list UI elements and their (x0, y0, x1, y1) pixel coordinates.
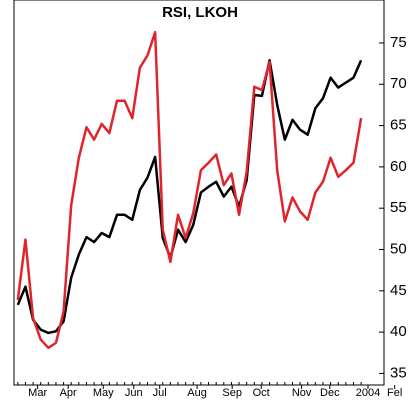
x-tick-label: 2004 (356, 387, 380, 399)
plot-frame (13, 0, 385, 386)
y-tick-label: 65 (390, 117, 407, 134)
series-line (16, 59, 363, 335)
x-tick-label: Sep (222, 387, 242, 399)
x-tick-label: Jul (153, 387, 167, 399)
y-tick-label: 35 (390, 364, 407, 381)
x-tick-label: May (93, 387, 114, 399)
x-tick-label: Mar (28, 387, 47, 399)
y-tick-label: 70 (390, 75, 407, 92)
x-tick-label: Oct (253, 387, 270, 399)
x-tick-label: Aug (187, 387, 207, 399)
series-line (16, 30, 363, 350)
x-tick-label: Jun (125, 387, 143, 399)
y-tick-label: 60 (390, 158, 407, 175)
x-tick-label: Fel (387, 387, 402, 399)
y-tick-label: 50 (390, 240, 407, 257)
x-tick-label: Dec (320, 387, 340, 399)
y-tick-label: 40 (390, 323, 407, 340)
x-tick-label: Nov (292, 387, 312, 399)
y-tick-label: 45 (390, 282, 407, 299)
y-tick-label: 55 (390, 199, 407, 216)
x-tick-label: Apr (60, 387, 77, 399)
chart-title: RSI, LKOH (162, 4, 238, 21)
y-tick-label: 75 (390, 34, 407, 51)
